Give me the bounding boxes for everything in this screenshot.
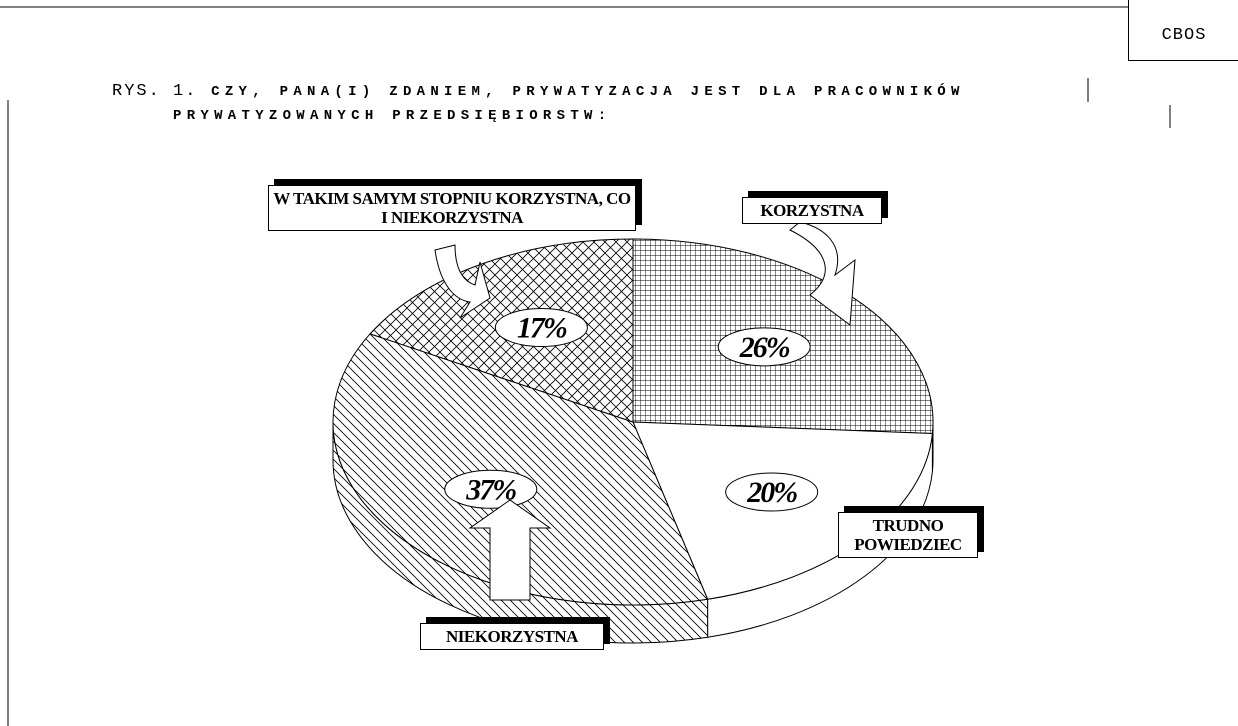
arrow — [789, 221, 856, 326]
value-label: 26% — [739, 331, 790, 364]
chart-title-block: RYS. 1. CZY, PANA(I) ZDANIEM, PRYWATYZAC… — [112, 80, 1053, 128]
category-label: W TAKIM SAMYM STOPNIU KORZYSTNA, CO I NI… — [268, 185, 636, 231]
value-label-bg — [444, 469, 538, 509]
category-label: TRUDNO POWIEDZIEC — [838, 512, 978, 558]
pie-slice — [332, 333, 709, 606]
category-label: KORZYSTNA — [742, 197, 882, 224]
arrow — [468, 499, 552, 601]
value-label-bg — [725, 472, 819, 512]
category-label: NIEKORZYSTNA — [420, 623, 604, 650]
value-label: 17% — [517, 311, 567, 344]
value-label-bg — [494, 307, 588, 347]
value-label: 20% — [746, 476, 797, 509]
arrow — [434, 244, 491, 319]
value-label-bg — [717, 327, 811, 367]
figure-label: RYS. 1. — [112, 82, 198, 101]
chart-title: CZY, PANA(I) ZDANIEM, PRYWATYZACJA JEST … — [173, 84, 965, 124]
header: CBOS — [1128, 0, 1238, 61]
